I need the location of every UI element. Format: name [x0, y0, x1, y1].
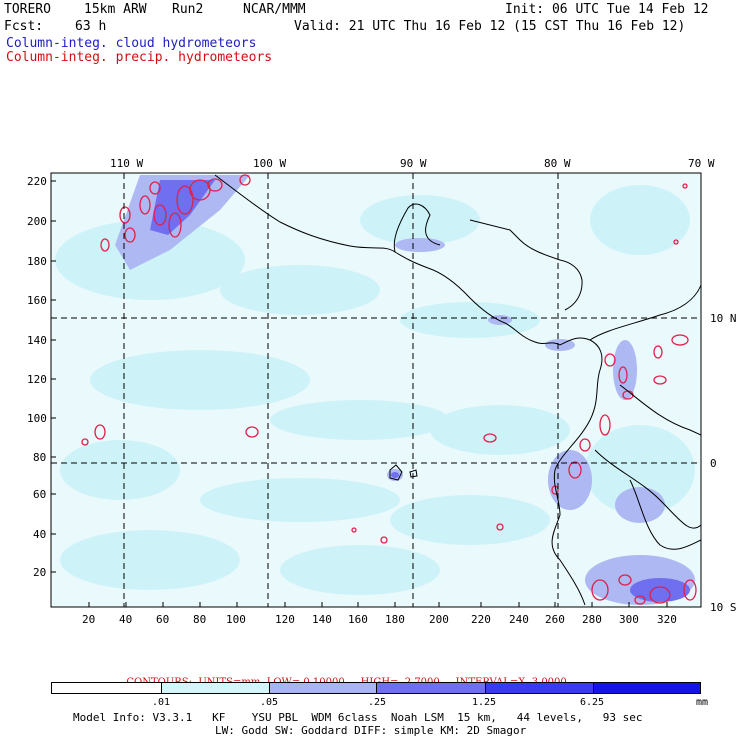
colorbar-label: 6.25 [580, 697, 605, 708]
x-tick: 60 [156, 613, 170, 626]
model-center: NCAR/MMM [243, 2, 306, 17]
y-tick: 120 [27, 373, 47, 386]
lon-label-70w: 70 W [688, 157, 715, 170]
lon-label-90w: 90 W [400, 157, 427, 170]
valid-time: Valid: 21 UTC Thu 16 Feb 12 (15 CST Thu … [294, 19, 686, 34]
x-tick: 180 [385, 613, 405, 626]
y-tick: 200 [27, 215, 47, 228]
legend-precip: Column-integ. precip. hydrometeors [6, 50, 273, 65]
lon-label-80w: 80 W [544, 157, 571, 170]
colorbar-segment-2 [269, 682, 377, 694]
map-frame [50, 172, 702, 608]
x-tick: 20 [82, 613, 96, 626]
lon-label-110w: 110 W [110, 157, 144, 170]
lat-label-10s: 10 S [710, 601, 737, 614]
model-name: TORERO [4, 2, 51, 17]
y-tick: 60 [33, 488, 47, 501]
colorbar-label: .01 [152, 697, 171, 708]
lat-label-10n: 10 N [710, 312, 737, 325]
colorbar-unit: mm [696, 697, 709, 708]
x-tick: 320 [657, 613, 677, 626]
x-tick: 140 [312, 613, 332, 626]
colorbar-label: 1.25 [472, 697, 497, 708]
lat-lon-grid [51, 173, 701, 607]
lon-label-100w: 100 W [253, 157, 287, 170]
forecast-hours: 63 h [75, 19, 107, 34]
x-tick: 280 [582, 613, 602, 626]
model-physics: LW: Godd SW: Goddard DIFF: simple KM: 2D… [215, 724, 527, 737]
x-tick: 160 [348, 613, 368, 626]
y-tick: 220 [27, 175, 47, 188]
x-tick: 100 [226, 613, 246, 626]
map-panel [50, 172, 702, 608]
x-tick: 260 [545, 613, 565, 626]
colorbar-segment-3 [376, 682, 486, 694]
y-tick: 180 [27, 255, 47, 268]
model-info: Model Info: V3.3.1 KF YSU PBL WDM 6class… [73, 711, 643, 724]
colorbar-label: .05 [260, 697, 279, 708]
colorbar-segment-5 [593, 682, 701, 694]
y-tick: 160 [27, 294, 47, 307]
colorbar-label: .25 [368, 697, 387, 708]
x-tick: 40 [119, 613, 133, 626]
y-tick: 140 [27, 334, 47, 347]
init-time: Init: 06 UTC Tue 14 Feb 12 [505, 2, 709, 17]
model-resolution: 15km ARW [84, 2, 147, 17]
x-tick: 120 [275, 613, 295, 626]
cloud-field [55, 174, 701, 606]
x-tick: 80 [193, 613, 207, 626]
model-run: Run2 [172, 2, 204, 17]
x-tick: 240 [509, 613, 529, 626]
x-tick: 200 [429, 613, 449, 626]
x-tick: 220 [471, 613, 491, 626]
x-tick: 300 [619, 613, 639, 626]
forecast-label: Fcst: [4, 19, 44, 34]
y-tick: 20 [33, 566, 47, 579]
y-tick: 40 [33, 528, 47, 541]
colorbar-segment-1 [161, 682, 270, 694]
lat-label-0: 0 [710, 457, 717, 470]
y-tick: 100 [27, 412, 47, 425]
legend-cloud: Column-integ. cloud hydrometeors [6, 36, 257, 51]
axis-ticks [51, 180, 668, 607]
colorbar-segment-0 [51, 682, 162, 694]
y-tick: 80 [33, 451, 47, 464]
colorbar-segment-4 [485, 682, 594, 694]
